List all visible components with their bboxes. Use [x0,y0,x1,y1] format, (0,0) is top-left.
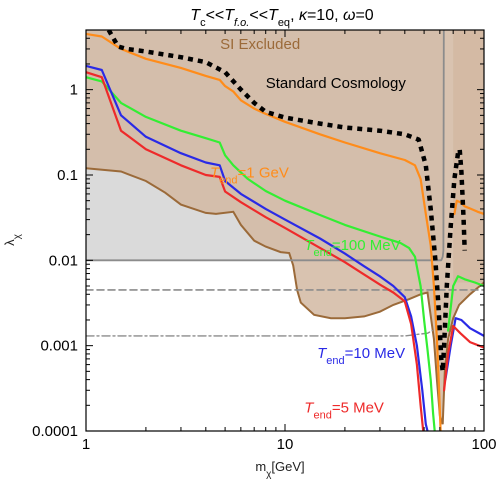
series-standard-cosmology-boundary [106,30,467,374]
x-label-unit: [GeV] [271,459,304,474]
series-gray-dashdot [86,329,433,337]
title-part: T [268,7,279,24]
chart-title: Tc<<Tf.o.<<Teq, κ=10, ω=0 [190,7,374,29]
title-part: ω [343,7,355,24]
x-label-main: m [255,459,266,474]
x-tick-label: 10 [277,436,294,453]
title-part: =10, [307,7,343,24]
curves [86,30,484,431]
title-part: T [224,7,235,24]
y-tick-label: 0.01 [49,252,78,269]
series-label-blue: Tend=10 MeV [317,345,405,367]
title-part: << [249,7,268,24]
si-excluded-label: SI Excluded [220,36,300,53]
x-tick-label: 1 [82,436,90,453]
series-label-red: Tend=5 MeV [304,399,384,421]
standard-cosmology-label: Standard Cosmology [266,75,407,92]
y-tick-label: 1 [70,82,78,99]
y-label-main: λ [2,239,17,246]
title-part: eq [278,17,290,29]
title-part: T [190,7,201,24]
title-part: , [290,7,299,24]
si-excluded-boundary [86,167,484,425]
series-right-branch-red [443,324,484,392]
series-right-branch-green [447,275,484,332]
series-label-green: Tend=100 MeV [304,237,400,259]
title-part: f.o. [234,17,249,29]
x-axis-label: mχ[GeV] [255,459,304,480]
series-blue [86,64,429,431]
series-right-branch-blue [444,317,484,381]
series-green [86,76,436,431]
series-red [86,71,425,431]
series-right-branch-orange [453,199,484,215]
axis-ticks: 1 10 100 1 0.1 0.01 0.001 0.0001 [32,29,497,453]
series-orange [86,32,442,431]
title-part: κ [299,7,308,24]
si-excluded-right-band [453,30,484,283]
title-part: =0 [355,7,373,24]
series-gray-solid [86,30,445,262]
x-label-sub: χ [266,469,272,480]
title-part: c [200,17,206,29]
y-axis-label: λχ [2,233,23,246]
y-tick-label: 0.1 [57,167,78,184]
title-part: << [206,7,225,24]
x-tick-label: 100 [471,436,496,453]
annotations: SI Excluded Standard Cosmology Tend=1 GeV T… [210,36,406,422]
y-tick-label: 0.001 [40,338,78,355]
series-label-orange: Tend=1 GeV [210,165,289,187]
y-label-sub: χ [12,233,23,239]
y-tick-label: 0.0001 [32,423,78,440]
